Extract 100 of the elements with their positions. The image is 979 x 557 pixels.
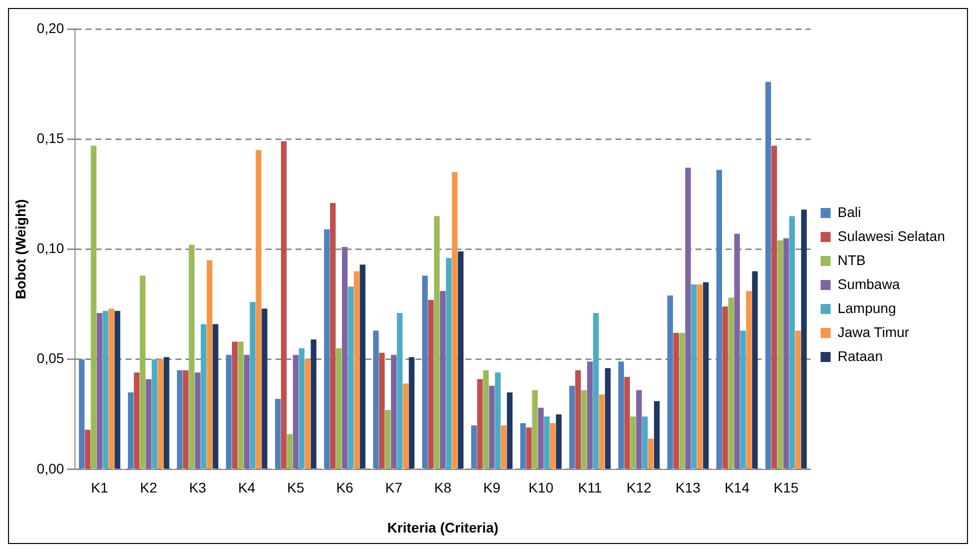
bar	[452, 172, 458, 469]
bar	[648, 438, 654, 469]
bar	[158, 359, 164, 469]
bar	[360, 264, 366, 469]
bar	[373, 330, 379, 469]
bar	[385, 410, 391, 469]
x-tick-label: K14	[724, 480, 750, 496]
bar	[526, 428, 532, 469]
legend-label: Lampung	[838, 300, 896, 316]
x-tick-label: K2	[140, 480, 158, 496]
bar	[310, 339, 316, 469]
x-tick-label: K3	[189, 480, 206, 496]
bar	[422, 276, 428, 469]
bar	[801, 210, 807, 469]
bar	[471, 425, 477, 469]
x-tick-label: K4	[238, 480, 256, 496]
bar	[348, 286, 354, 469]
bar	[630, 416, 636, 469]
bar	[128, 392, 134, 469]
bar	[575, 370, 581, 469]
bar	[771, 146, 777, 469]
x-tick-label: K5	[287, 480, 304, 496]
bar	[440, 291, 446, 469]
bar	[765, 82, 772, 469]
bar	[544, 416, 550, 469]
bar	[298, 348, 304, 469]
bar	[746, 291, 752, 469]
bar	[599, 394, 605, 469]
bar	[777, 240, 783, 469]
bar	[275, 398, 281, 469]
bar	[402, 384, 409, 469]
bar	[262, 308, 268, 469]
legend-label: Sulawesi Selatan	[838, 228, 946, 244]
bar	[483, 370, 489, 469]
bar	[434, 216, 440, 469]
bar	[538, 408, 544, 469]
bar	[604, 368, 611, 469]
bar	[286, 434, 293, 469]
bar	[446, 258, 452, 469]
bar	[244, 354, 250, 469]
bar	[182, 370, 189, 469]
bar	[200, 324, 206, 469]
bar	[330, 202, 336, 469]
x-tick-label: K6	[336, 480, 354, 496]
bar	[206, 260, 212, 469]
x-tick-label: K8	[434, 480, 452, 496]
bar	[408, 357, 414, 469]
bar	[532, 390, 538, 469]
bar	[722, 306, 728, 469]
y-tick-label: 0,20	[36, 20, 64, 36]
y-axis-title: Bobot (Weight)	[12, 199, 28, 300]
bar	[500, 425, 507, 469]
bar	[146, 379, 152, 469]
x-axis-title: Kriteria (Criteria)	[387, 519, 498, 536]
bar	[164, 357, 170, 469]
bar	[212, 324, 218, 469]
bar	[673, 332, 679, 469]
bar	[336, 348, 342, 469]
bar	[140, 276, 146, 469]
bar	[232, 342, 238, 469]
bar	[740, 330, 746, 469]
bar	[390, 354, 397, 469]
bar	[194, 372, 200, 469]
x-tick-label: K10	[528, 480, 554, 496]
bar	[250, 302, 256, 469]
bar	[114, 310, 120, 469]
bar	[624, 376, 630, 469]
bar	[587, 362, 593, 469]
bar	[176, 370, 183, 469]
bar	[569, 386, 575, 469]
bar	[280, 141, 287, 469]
x-tick-label: K15	[774, 480, 799, 496]
bar	[152, 359, 158, 469]
bar	[716, 170, 722, 469]
bar	[108, 308, 114, 469]
legend-label: Jawa Timur	[838, 324, 910, 340]
bar	[304, 359, 310, 469]
bar	[379, 352, 385, 469]
x-tick-label: K7	[385, 480, 403, 496]
bar	[618, 362, 624, 469]
y-tick-label: 0,10	[36, 240, 64, 256]
x-tick-label: K12	[626, 480, 652, 496]
bar	[728, 298, 734, 469]
y-tick-label: 0,00	[36, 460, 64, 476]
bar	[396, 313, 403, 469]
bar	[354, 271, 360, 469]
bar	[636, 390, 642, 469]
x-tick-label: K1	[91, 480, 108, 496]
bar	[256, 150, 262, 469]
bar	[428, 300, 434, 469]
bar	[734, 234, 740, 469]
bar	[667, 295, 673, 469]
legend-label: Sumbawa	[838, 276, 900, 292]
x-tick-label: K11	[578, 480, 602, 496]
bar	[226, 354, 232, 469]
bar	[134, 372, 140, 469]
bar	[477, 379, 483, 469]
bar	[697, 284, 703, 469]
bar	[795, 330, 801, 469]
legend-label: Rataan	[838, 348, 883, 364]
